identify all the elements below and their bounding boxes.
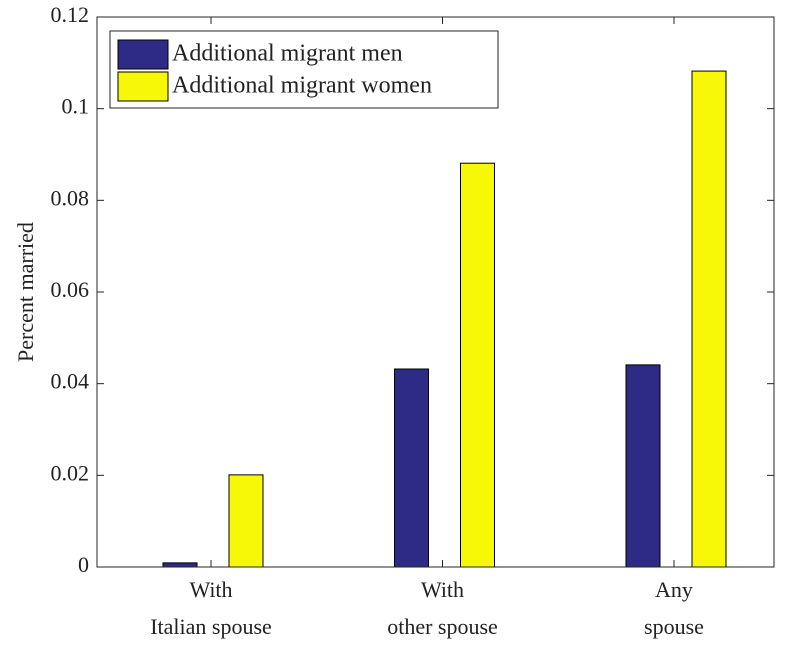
x-tick-label: With: [421, 577, 464, 602]
bar: [691, 70, 727, 568]
x-tick-label: Italian spouse: [150, 614, 272, 639]
legend-label: Additional migrant women: [172, 73, 432, 99]
y-tick-label: 0.12: [51, 2, 90, 27]
y-tick-label: 0: [78, 552, 89, 577]
bar: [625, 364, 661, 568]
legend-swatch: [117, 39, 169, 70]
y-tick-label: 0.02: [51, 460, 90, 485]
legend-swatch: [117, 71, 169, 102]
x-tick-label: spouse: [644, 614, 704, 639]
y-axis-label: Percent married: [13, 222, 38, 362]
bar: [394, 368, 429, 568]
bar: [460, 162, 495, 568]
y-tick-label: 0.08: [51, 185, 90, 210]
x-tick-label: With: [189, 577, 232, 602]
y-tick-label: 0.06: [51, 277, 90, 302]
legend-label: Additional migrant men: [172, 41, 403, 67]
y-tick-label: 0.04: [51, 369, 90, 394]
x-tick-label: other spouse: [387, 614, 498, 639]
y-tick-label: 0.1: [62, 94, 90, 119]
x-tick-label: Any: [655, 577, 693, 602]
bar: [162, 562, 198, 568]
legend-box: [109, 30, 499, 109]
bar: [228, 474, 264, 568]
